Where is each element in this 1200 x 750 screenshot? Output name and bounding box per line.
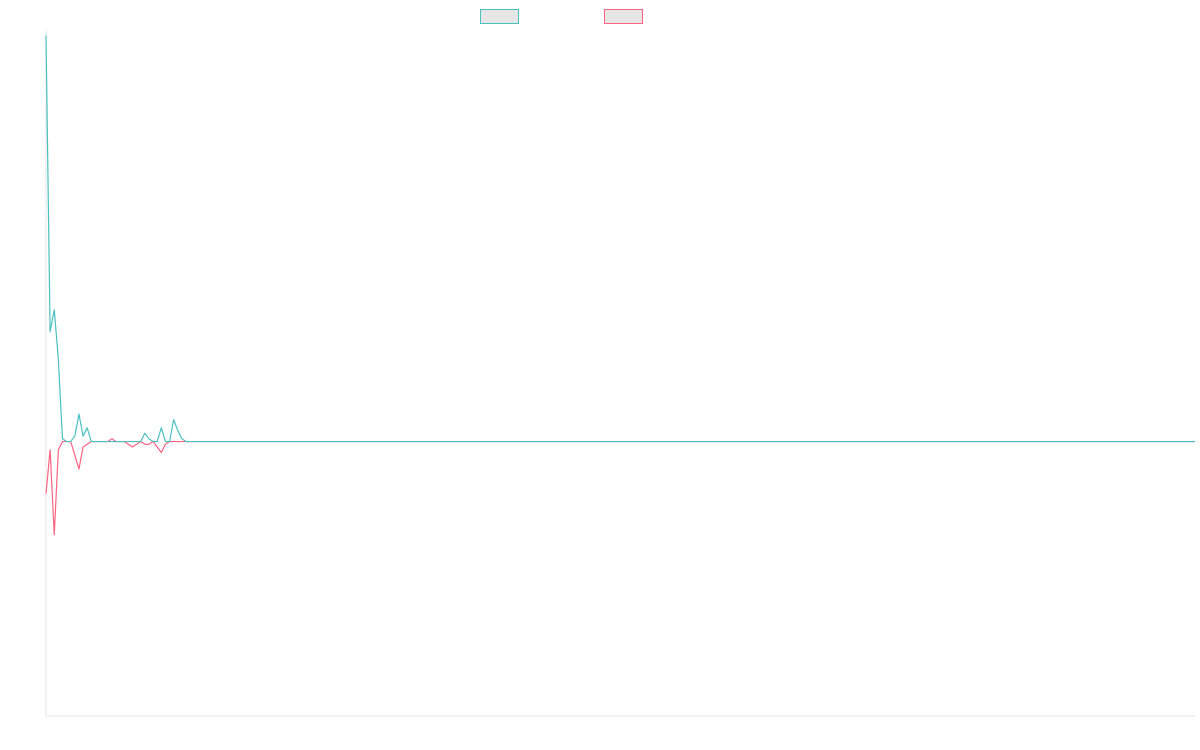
series-layer	[45, 35, 1195, 536]
legend-swatch-series-2[interactable]	[604, 9, 643, 24]
legend-swatch-series-1[interactable]	[480, 9, 519, 24]
series-line-1	[45, 35, 1195, 443]
series-line-2	[45, 438, 1195, 536]
